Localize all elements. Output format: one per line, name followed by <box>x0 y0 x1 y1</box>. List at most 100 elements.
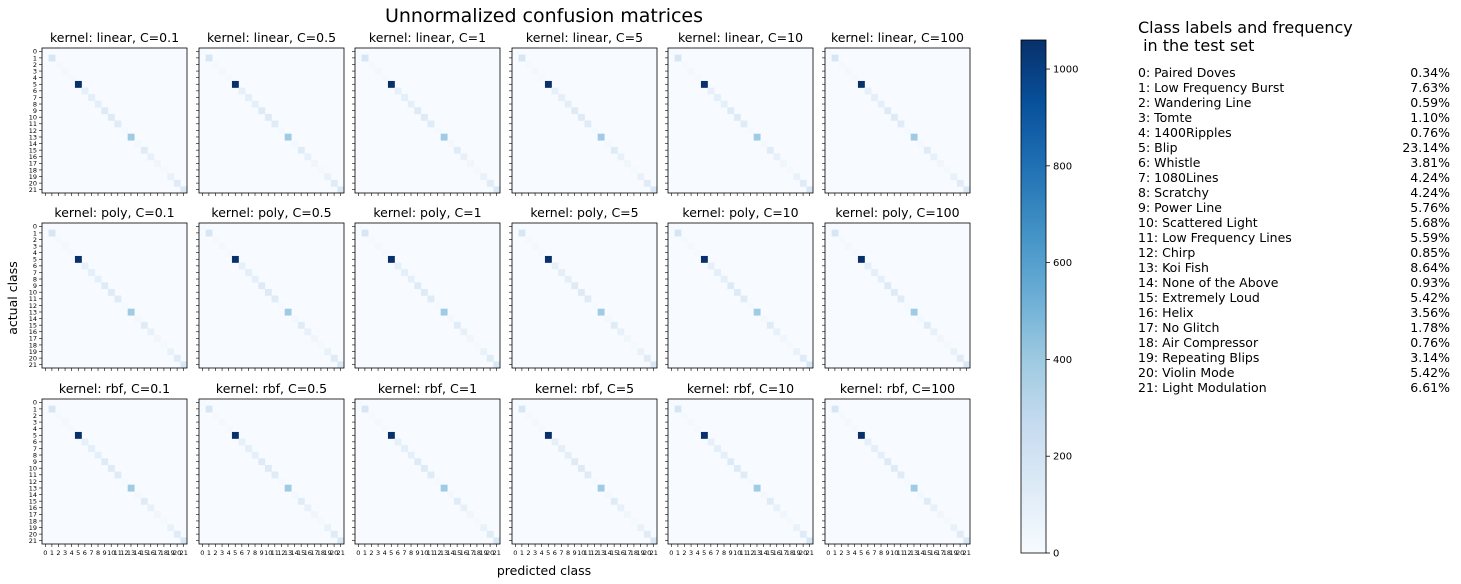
matrix-cell <box>831 405 839 413</box>
x-tick-label: 15 <box>766 549 774 557</box>
matrix-cell <box>597 133 605 141</box>
panel-title: kernel: linear, C=100 <box>831 30 964 45</box>
matrix-cell <box>851 249 859 257</box>
x-tick-label: 1 <box>676 549 680 557</box>
matrix-cell <box>381 249 389 257</box>
matrix-cell <box>48 54 56 62</box>
matrix-cell <box>74 255 82 263</box>
x-tick-label: 3 <box>533 549 537 557</box>
matrix-cell <box>225 425 233 433</box>
matrix-cell <box>173 179 181 187</box>
matrix-cell <box>361 405 369 413</box>
matrix-cell <box>727 107 735 115</box>
matrix-cell <box>212 236 220 244</box>
matrix-cell <box>694 74 702 82</box>
matrix-cell <box>551 262 559 270</box>
y-tick-label: 21 <box>29 537 37 545</box>
matrix-frame <box>511 222 658 369</box>
matrix-cell <box>884 282 892 290</box>
x-tick-label: 16 <box>147 549 155 557</box>
x-tick-label: 9 <box>416 549 420 557</box>
panel-title: kernel: rbf, C=1 <box>378 381 477 396</box>
x-tick-label: 17 <box>936 549 944 557</box>
x-tick-label: 8 <box>96 549 100 557</box>
matrix-cell <box>55 61 63 69</box>
confusion-matrix-panel: kernel: linear, C=5 <box>509 30 658 196</box>
matrix-cell <box>740 471 748 479</box>
x-tick-label: 12 <box>277 549 285 557</box>
matrix-cell <box>825 223 832 230</box>
legend-class-label: 1: Low Frequency Burst <box>1138 80 1284 95</box>
y-tick-label: 18 <box>29 517 37 525</box>
y-tick-label: 7 <box>33 269 37 277</box>
matrix-cell <box>766 146 774 154</box>
matrix-cell <box>55 412 63 420</box>
matrix-cell <box>707 87 715 95</box>
y-tick-label: 10 <box>29 114 37 122</box>
x-tick-label: 7 <box>402 549 406 557</box>
legend-title-line2: in the test set <box>1138 36 1254 55</box>
matrix-cell <box>687 67 695 75</box>
x-tick-label: 20 <box>643 549 651 557</box>
matrix-frame <box>354 222 501 369</box>
legend-class-label: 0: Paired Doves <box>1138 65 1236 80</box>
matrix-cell <box>531 67 539 75</box>
x-tick-label: 12 <box>903 549 911 557</box>
x-tick-label: 11 <box>271 549 279 557</box>
x-tick-label: 4 <box>383 549 387 557</box>
x-tick-label: 17 <box>310 549 318 557</box>
x-tick-label: 17 <box>779 549 787 557</box>
matrix-cell <box>544 431 552 439</box>
x-tick-label: 4 <box>540 549 544 557</box>
matrix-cell <box>943 341 951 349</box>
matrix-cell <box>681 412 689 420</box>
matrix-frame <box>824 47 971 194</box>
colorbar-tick-label: 1000 <box>1053 65 1078 76</box>
y-tick-label: 6 <box>33 87 37 95</box>
matrix-cell <box>420 288 428 296</box>
x-tick-label: 12 <box>120 549 128 557</box>
matrix-cell <box>297 497 305 505</box>
matrix-cell <box>264 288 272 296</box>
x-tick-label: 16 <box>617 549 625 557</box>
matrix-cell <box>630 166 638 174</box>
matrix-cell <box>714 269 722 277</box>
x-tick-label: 3 <box>846 549 850 557</box>
matrix-cell <box>140 146 148 154</box>
matrix-cell <box>330 354 338 362</box>
x-tick-label: 13 <box>284 549 292 557</box>
matrix-cell <box>956 354 964 362</box>
matrix-cell <box>884 107 892 115</box>
matrix-cell <box>760 140 768 148</box>
y-tick-label: 20 <box>29 355 37 363</box>
colorbar: 0 200 400 600 800 1000 <box>1020 39 1078 560</box>
matrix-cell <box>917 491 925 499</box>
x-tick-label: 8 <box>409 549 413 557</box>
confusion-matrix-panel: kernel: poly, C=0.5 <box>196 205 345 371</box>
legend-class-label: 17: No Glitch <box>1138 320 1219 335</box>
matrix-cell <box>668 223 675 230</box>
matrix-cell <box>381 74 389 82</box>
x-tick-label: 6 <box>553 549 557 557</box>
x-tick-label: 20 <box>799 549 807 557</box>
y-tick-label: 1 <box>33 229 37 237</box>
x-tick-label: 12 <box>433 549 441 557</box>
matrix-cell <box>844 67 852 75</box>
matrix-cell <box>700 431 708 439</box>
y-tick-label: 8 <box>33 275 37 283</box>
x-tick-label: 9 <box>103 549 107 557</box>
matrix-cell <box>361 229 369 237</box>
legend-class-frequency: 0.59% <box>1410 95 1450 110</box>
matrix-cell <box>205 405 213 413</box>
x-tick-label: 0 <box>826 549 830 557</box>
matrix-frame <box>511 398 658 545</box>
matrix-frame <box>824 398 971 545</box>
confusion-matrix-panel: kernel: rbf, C=0.50 1 2 3 4 5 6 7 8 9 101112131415… <box>196 381 345 557</box>
matrix-cell <box>199 223 206 230</box>
x-tick-label: 3 <box>689 549 693 557</box>
y-tick-label: 18 <box>29 341 37 349</box>
x-tick-label: 7 <box>872 549 876 557</box>
x-tick-label: 19 <box>323 549 331 557</box>
x-tick-label: 13 <box>440 549 448 557</box>
y-tick-label: 3 <box>33 242 37 250</box>
